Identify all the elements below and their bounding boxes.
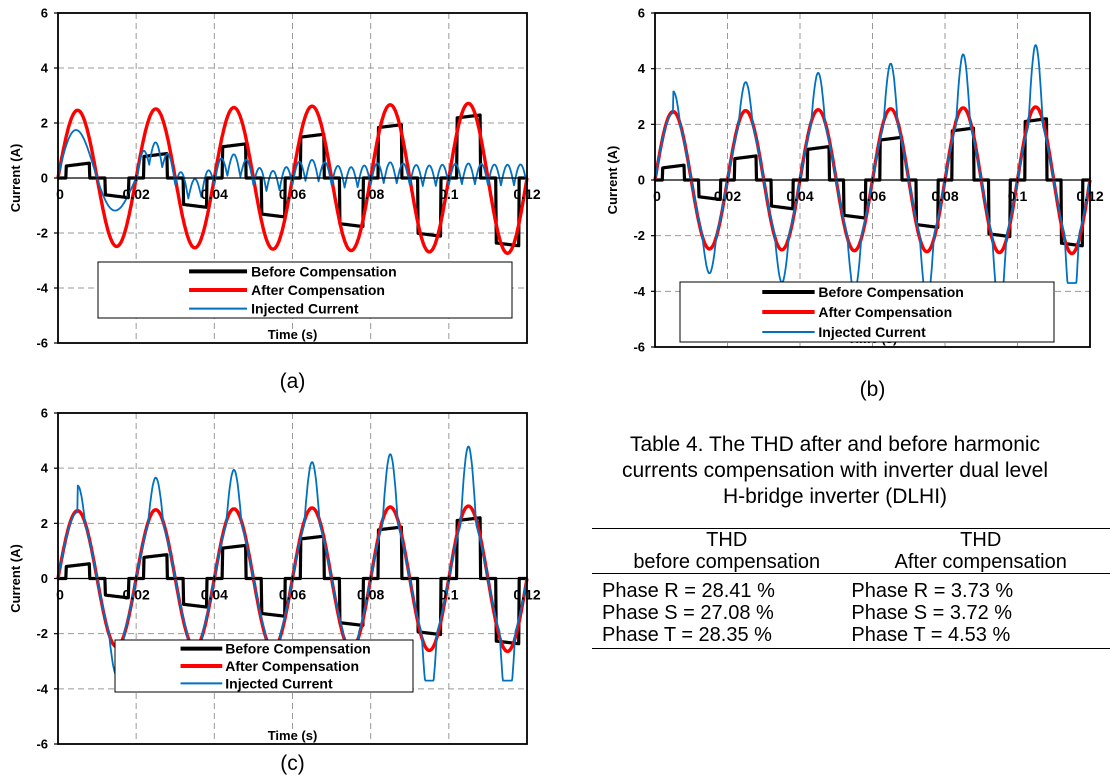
y-axis-label: Current (A) <box>8 544 23 613</box>
x-tick-label: 0.12 <box>513 587 540 603</box>
y-tick-label: 6 <box>41 406 48 421</box>
y-tick-label: 4 <box>41 61 49 76</box>
x-tick-label: 0 <box>653 188 661 204</box>
x-tick-label: 0 <box>56 587 64 603</box>
thd-table: THD THD before compensation After compen… <box>592 528 1110 649</box>
y-tick-label: 0 <box>41 571 48 586</box>
x-tick-label: 0.1 <box>1008 188 1028 204</box>
table-cell: Phase T = 4.53 % <box>851 624 1011 646</box>
panel-label: (c) <box>280 752 305 775</box>
legend-box <box>97 261 513 319</box>
panel-label: (a) <box>280 370 306 393</box>
legend-label: After Compensation <box>251 282 385 298</box>
table-cell: Phase R = 3.73 % <box>851 580 1014 602</box>
x-tick-label: 0.1 <box>439 587 459 603</box>
legend-label: After Compensation <box>225 658 359 674</box>
y-tick-label: 2 <box>638 117 645 132</box>
table-row: Phase R = 28.41 % Phase R = 3.73 % <box>592 574 1110 602</box>
y-tick-label: -4 <box>633 284 645 299</box>
x-tick-label: 0.06 <box>859 188 886 204</box>
x-axis-label: Time (s) <box>268 728 318 743</box>
y-tick-label: 6 <box>41 6 48 21</box>
y-tick-label: -4 <box>36 681 48 696</box>
legend-box <box>679 281 1055 343</box>
table-header-cell: before compensation <box>633 551 821 573</box>
x-tick-label: 0.08 <box>357 186 384 202</box>
legend-box <box>114 639 414 693</box>
x-tick-label: 0.12 <box>513 186 540 202</box>
legend-label: Before Compensation <box>225 641 370 657</box>
legend-label: Injected Current <box>251 301 359 317</box>
x-tick-label: 0.02 <box>123 587 150 603</box>
table-caption: Table 4. The THD after and before harmon… <box>621 433 1049 508</box>
table-cell: Phase T = 28.35 % <box>602 624 772 646</box>
x-tick-label: 0.04 <box>201 587 228 603</box>
legend-label: Injected Current <box>225 675 333 691</box>
table-cell: Phase S = 3.72 % <box>851 602 1013 624</box>
y-tick-label: -2 <box>36 626 48 641</box>
y-tick-label: -2 <box>36 226 48 241</box>
x-tick-label: 0.02 <box>123 186 150 202</box>
y-tick-label: 6 <box>638 6 645 21</box>
legend-label: Before Compensation <box>251 263 396 279</box>
legend: Before Compensation After Compensation Inj… <box>679 281 1055 343</box>
y-tick-label: -4 <box>36 281 48 296</box>
x-tick-label: 0.08 <box>931 188 958 204</box>
legend: Before Compensation After Compensation Inj… <box>97 261 513 319</box>
y-tick-label: 2 <box>41 516 48 531</box>
table-header-cell: After compensation <box>894 551 1067 573</box>
table-header-cell: THD <box>960 529 1002 551</box>
table-row: Phase S = 27.08 % Phase S = 3.72 % <box>592 602 1110 624</box>
chart-panel: -6 -4 -2 0 2 4 6 0 0.02 0.04 0.06 0.08 0.1 0.12 Curren… <box>605 6 1104 402</box>
y-tick-label: 2 <box>41 116 48 131</box>
x-tick-label: 0.04 <box>201 186 228 202</box>
x-tick-label: 0 <box>56 186 64 202</box>
y-tick-label: 0 <box>41 171 48 186</box>
legend-label: Before Compensation <box>818 284 963 300</box>
table-header-cell: THD <box>706 529 748 551</box>
y-tick-label: -6 <box>36 737 48 752</box>
legend-label: Injected Current <box>818 324 926 340</box>
x-tick-label: 0.1 <box>439 186 459 202</box>
chart-panel: -6 -4 -2 0 2 4 6 0 0.02 0.04 0.06 0.08 0.1 0.12 Curren… <box>8 6 541 394</box>
table-header-row: THD THD <box>592 529 1110 551</box>
x-tick-label: 0.02 <box>714 188 741 204</box>
y-tick-label: -2 <box>633 228 645 243</box>
y-axis-label: Current (A) <box>605 146 620 215</box>
x-tick-label: 0.12 <box>1076 188 1103 204</box>
table-row: Phase T = 28.35 % Phase T = 4.53 % <box>592 624 1110 648</box>
legend-label: After Compensation <box>818 304 952 320</box>
y-axis-label: Current (A) <box>8 144 23 213</box>
y-tick-label: -6 <box>633 340 645 355</box>
table-cell: Phase S = 27.08 % <box>602 602 774 624</box>
y-tick-label: 4 <box>638 61 646 76</box>
x-tick-label: 0.06 <box>279 186 306 202</box>
table-cell: Phase R = 28.41 % <box>602 580 775 602</box>
y-tick-label: 0 <box>638 173 645 188</box>
y-tick-label: 4 <box>41 461 49 476</box>
x-tick-label: 0.06 <box>279 587 306 603</box>
panel-label: (b) <box>860 378 886 401</box>
x-axis-label: Time (s) <box>268 327 318 342</box>
chart-panel: -6 -4 -2 0 2 4 6 0 0.02 0.04 0.06 0.08 0.1 0.12 Curren… <box>8 406 541 776</box>
y-tick-label: -6 <box>36 336 48 351</box>
x-tick-label: 0.08 <box>357 587 384 603</box>
x-tick-label: 0.04 <box>786 188 813 204</box>
table-header-row: before compensation After compensation <box>592 551 1110 574</box>
